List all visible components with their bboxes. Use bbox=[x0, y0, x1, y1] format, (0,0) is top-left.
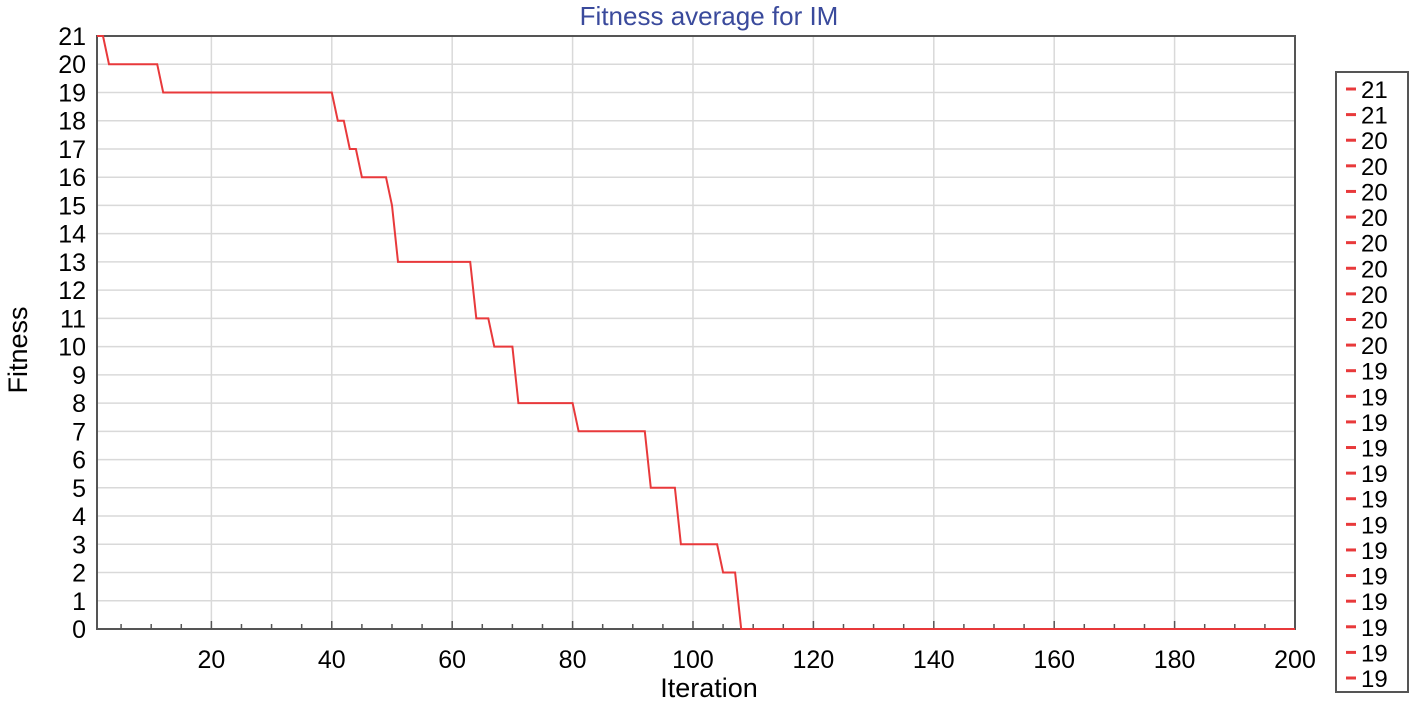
y-tick-label: 7 bbox=[72, 418, 86, 446]
legend: 2121202020202020202020191919191919191919… bbox=[1346, 77, 1388, 693]
y-tick-label: 0 bbox=[72, 616, 86, 644]
legend-entry: 19 bbox=[1361, 564, 1388, 591]
legend-entry: 19 bbox=[1361, 436, 1388, 463]
x-tick-label: 20 bbox=[197, 646, 225, 674]
y-tick-label: 13 bbox=[58, 249, 86, 277]
y-tick-label: 3 bbox=[72, 531, 86, 559]
y-axis-title: Fitness bbox=[3, 306, 33, 393]
legend-entry: 20 bbox=[1361, 205, 1388, 232]
x-tick-label: 200 bbox=[1274, 646, 1316, 674]
legend-entry: 19 bbox=[1361, 589, 1388, 616]
y-tick-label: 16 bbox=[58, 164, 86, 192]
y-tick-label: 2 bbox=[72, 560, 86, 588]
x-tick-label: 160 bbox=[1033, 646, 1075, 674]
y-tick-label: 18 bbox=[58, 108, 86, 136]
legend-entry: 20 bbox=[1361, 154, 1388, 181]
legend-entry: 21 bbox=[1361, 77, 1388, 104]
y-tick-label: 19 bbox=[58, 79, 86, 107]
legend-entry: 19 bbox=[1361, 666, 1388, 693]
legend-entry: 19 bbox=[1361, 487, 1388, 514]
chart-title: Fitness average for IM bbox=[580, 1, 839, 31]
fitness-series-line bbox=[97, 35, 1295, 630]
y-tick-label: 6 bbox=[72, 447, 86, 475]
y-tick-label: 4 bbox=[72, 503, 86, 531]
x-tick-label: 60 bbox=[438, 646, 466, 674]
x-tick-label: 100 bbox=[672, 646, 714, 674]
legend-entry: 20 bbox=[1361, 307, 1388, 334]
legend-entry: 19 bbox=[1361, 461, 1388, 488]
grid-lines bbox=[97, 35, 1296, 630]
y-tick-label: 11 bbox=[60, 305, 86, 333]
x-tick-label: 140 bbox=[913, 646, 955, 674]
x-axis-title: Iteration bbox=[660, 673, 758, 703]
y-tick-label: 15 bbox=[58, 192, 86, 220]
y-tick-label: 17 bbox=[58, 136, 86, 164]
legend-entry: 19 bbox=[1361, 512, 1388, 539]
y-tick-label: 8 bbox=[72, 390, 86, 418]
x-tick-labels: 20 40 60 80 100 120 140 160 180 200 bbox=[197, 646, 1315, 674]
legend-box bbox=[1335, 71, 1409, 693]
legend-entry: 20 bbox=[1361, 179, 1388, 206]
y-tick-label: 10 bbox=[58, 334, 86, 362]
legend-entry: 21 bbox=[1361, 103, 1388, 130]
x-minor-ticks bbox=[120, 621, 1296, 629]
legend-entry: 19 bbox=[1361, 615, 1388, 642]
y-tick-label: 21 bbox=[58, 23, 86, 51]
x-tick-label: 120 bbox=[793, 646, 835, 674]
legend-entry: 19 bbox=[1361, 359, 1388, 386]
x-tick-label: 180 bbox=[1154, 646, 1196, 674]
y-tick-label: 14 bbox=[58, 221, 86, 249]
y-tick-label: 20 bbox=[58, 51, 86, 79]
legend-entry: 19 bbox=[1361, 640, 1388, 667]
legend-entry: 20 bbox=[1361, 128, 1388, 155]
y-tick-label: 9 bbox=[72, 362, 86, 390]
legend-entry: 20 bbox=[1361, 231, 1388, 258]
y-tick-label: 1 bbox=[72, 588, 86, 616]
legend-entry: 20 bbox=[1361, 282, 1388, 309]
plot-area bbox=[96, 35, 1296, 630]
legend-entry: 19 bbox=[1361, 384, 1388, 411]
legend-entry: 19 bbox=[1361, 410, 1388, 437]
x-tick-label: 80 bbox=[559, 646, 587, 674]
y-tick-label: 12 bbox=[58, 277, 86, 305]
y-tick-label: 5 bbox=[72, 475, 86, 503]
x-tick-label: 40 bbox=[318, 646, 346, 674]
legend-entry: 19 bbox=[1361, 538, 1388, 565]
legend-entry: 20 bbox=[1361, 256, 1388, 283]
legend-entry: 20 bbox=[1361, 333, 1388, 360]
